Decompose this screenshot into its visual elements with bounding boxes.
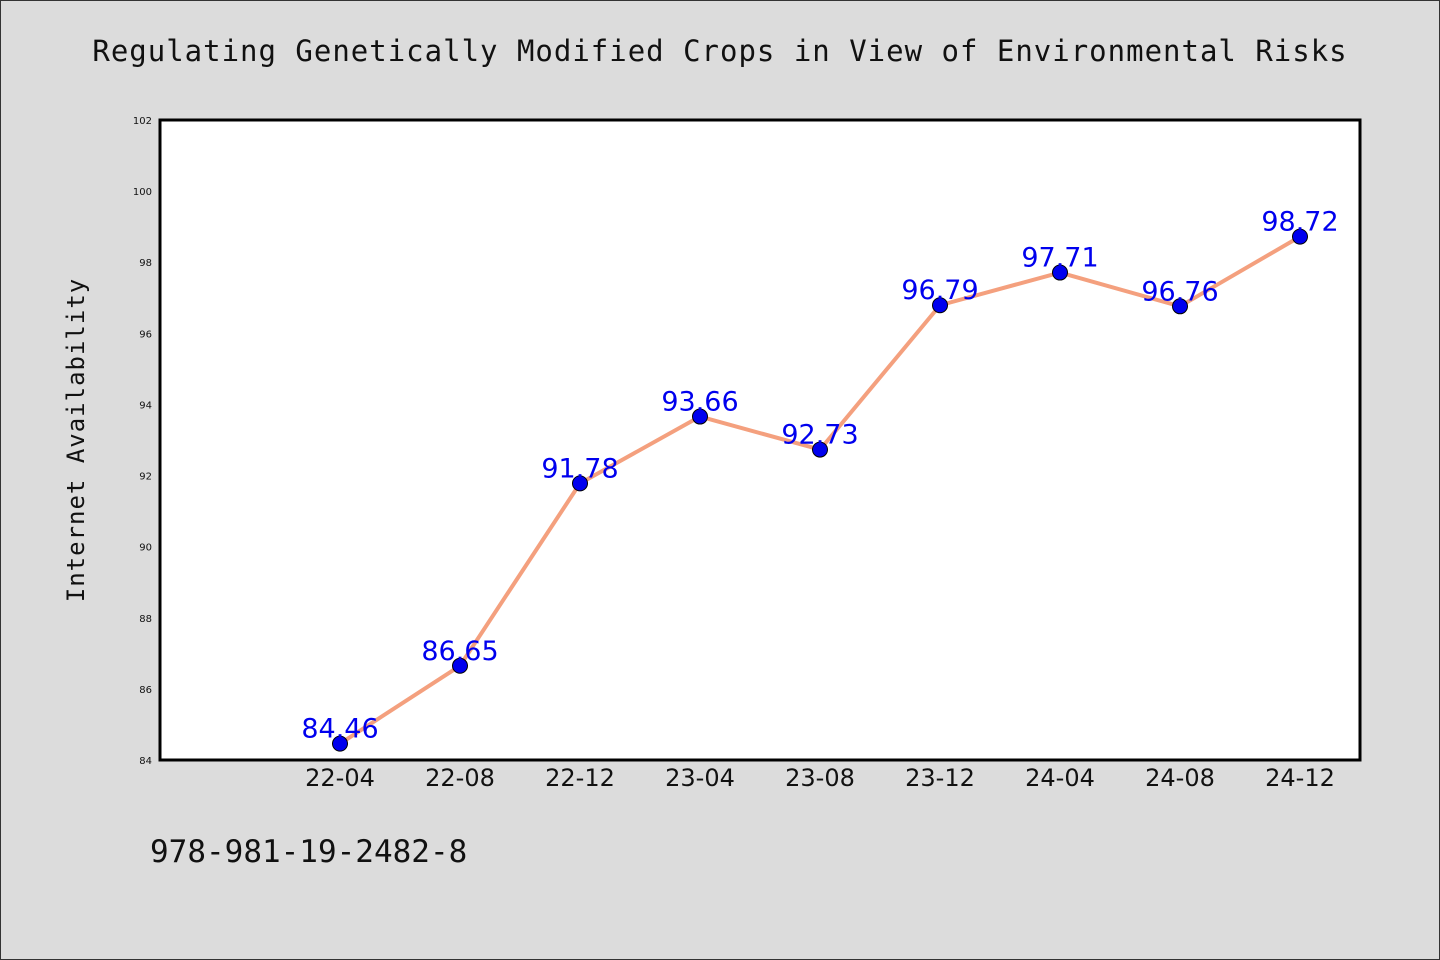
y-tick-label: 102: [133, 116, 152, 127]
isbn-label: 978-981-19-2482-8: [150, 834, 468, 870]
x-axis: 22-04 22-08 22-12 23-04 23-08 23-12 24-04 24-08…: [219, 750, 1335, 792]
x-tick-label: 24-04: [1025, 764, 1095, 792]
y-tick-label: 94: [139, 400, 152, 411]
data-point: [1172, 298, 1188, 315]
series-layer: 84.46 86.65 91.78 93.66 92.73 96.79 97.71 96.76…: [301, 207, 1339, 752]
data-point: [692, 408, 708, 425]
data-label: 91.78: [541, 453, 618, 484]
data-point: [452, 657, 468, 674]
x-tick-label: 22-08: [425, 764, 495, 792]
x-tick-label: 23-04: [665, 764, 735, 792]
y-axis-label: Internet Availability: [62, 278, 90, 602]
x-tick-label: 23-08: [785, 764, 855, 792]
chart-title: Regulating Genetically Modified Crops in…: [92, 34, 1348, 68]
x-tick-label: 23-12: [905, 764, 975, 792]
y-tick-label: 98: [139, 258, 152, 269]
y-tick-label: 86: [139, 685, 152, 696]
data-label: 84.46: [301, 714, 378, 745]
plot-area: [158, 118, 1362, 762]
data-point: [572, 475, 588, 492]
data-point: [932, 297, 948, 314]
data-label: 97.71: [1021, 243, 1098, 274]
data-point: [1052, 264, 1068, 281]
x-tick-label: 22-12: [545, 764, 615, 792]
data-point: [812, 441, 828, 458]
data-point: [1292, 228, 1308, 245]
data-label: 98.72: [1261, 207, 1338, 238]
y-tick-label: 96: [139, 329, 152, 340]
y-tick-label: 92: [139, 472, 152, 483]
x-tick-label: 24-12: [1265, 764, 1335, 792]
data-label: 96.79: [901, 275, 978, 306]
y-tick-label: 100: [133, 187, 152, 198]
x-tick-label: 22-04: [305, 764, 375, 792]
data-label: 96.76: [1141, 276, 1218, 307]
data-label: 92.73: [781, 420, 858, 451]
x-tick-label: 24-08: [1145, 764, 1215, 792]
y-tick-label: 90: [139, 543, 152, 554]
y-tick-label: 84: [139, 756, 152, 767]
data-point: [332, 735, 348, 752]
y-tick-label: 88: [139, 614, 152, 625]
data-label: 93.66: [661, 387, 738, 418]
data-label: 86.65: [421, 636, 498, 667]
